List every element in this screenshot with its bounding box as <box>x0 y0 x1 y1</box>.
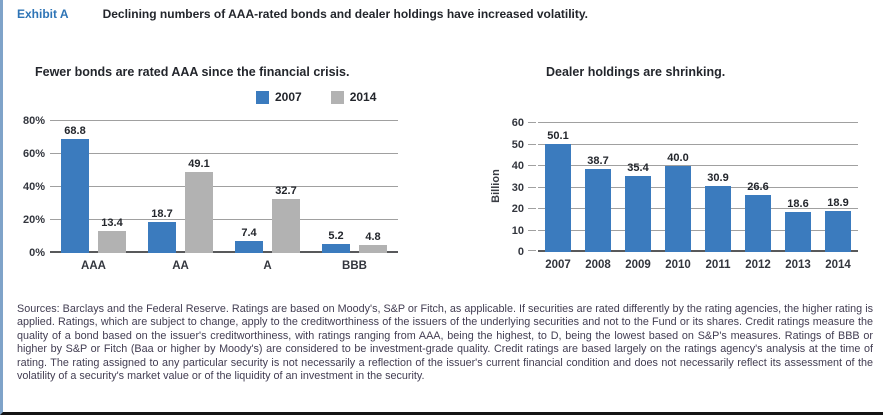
y-tick-label: 20 <box>511 203 524 215</box>
bar-Dealer holdings-2013: 18.6 <box>785 198 811 252</box>
bar-group-2014: 18.9 2014 <box>825 123 851 271</box>
bar-value-label: 26.6 <box>747 180 769 193</box>
gridline-60% <box>50 153 398 154</box>
gridline-50 <box>528 143 858 145</box>
category-label-2012: 2012 <box>745 259 771 271</box>
bar-value-label: 40.0 <box>667 152 689 164</box>
bar-value-label: 5.2 <box>328 230 344 243</box>
gridline-10 <box>528 229 858 231</box>
bar-2007-AA: 18.7 <box>148 208 176 253</box>
category-label-2013: 2013 <box>785 259 811 271</box>
gridline-80% <box>50 120 398 121</box>
exhibit-header: Exhibit A Declining numbers of AAA-rated … <box>17 7 588 21</box>
bar-value-label: 68.8 <box>64 125 86 138</box>
category-label-AAA: AAA <box>81 260 106 272</box>
y-tick-label: 40 <box>511 160 524 172</box>
ratings-chart-title: Fewer bonds are rated AAA since the fina… <box>35 65 350 79</box>
legend-swatch-2007 <box>256 90 269 104</box>
bar-value-label: 7.4 <box>241 226 257 239</box>
bar-Dealer holdings-2007: 50.1 <box>545 130 571 252</box>
bar-group-2012: 26.6 2012 <box>745 123 771 271</box>
bar-value-label: 18.7 <box>151 208 173 221</box>
bars-area: 68.8 13.4 AAA 18.7 49.1 AA 7.4 32.7 A 5.2 4.8 BBB <box>50 121 398 272</box>
y-tick-label: 40% <box>22 181 45 193</box>
bar-value-label: 18.6 <box>787 198 809 211</box>
y-tick-label: 0 <box>517 246 524 258</box>
holdings-bar-chart: 0 10 20 30 40 50 60 50.1 2007 38.7 2008 35.4 2009 40.… <box>512 117 858 271</box>
y-tick-label: 50 <box>511 138 524 151</box>
bar-group-2008: 38.7 2008 <box>585 123 611 271</box>
category-label-2014: 2014 <box>825 259 851 271</box>
bar-value-label: 4.8 <box>365 231 381 244</box>
gridline-20% <box>50 219 398 220</box>
bar-2007-A: 7.4 <box>235 227 263 253</box>
bar-value-label: 13.4 <box>101 216 123 229</box>
bar-value-label: 35.4 <box>627 161 649 174</box>
bar-value-label: 50.1 <box>547 130 569 143</box>
exhibit-title: Declining numbers of AAA-rated bonds and… <box>102 7 588 21</box>
y-tick-label: 30 <box>511 181 524 194</box>
legend-label-2014: 2014 <box>349 90 377 104</box>
bar-value-label: 30.9 <box>707 171 729 184</box>
bar-group-2007: 50.1 2007 <box>545 123 571 271</box>
bar-value-label: 32.7 <box>275 185 297 198</box>
bar-Dealer holdings-2010: 40.0 <box>665 152 691 252</box>
bar-group-2009: 35.4 2009 <box>625 123 651 271</box>
exhibit-label: Exhibit A <box>17 7 69 21</box>
ratings-bar-chart: 0% 20% 40% 60% 80% 68.8 13.4 AAA 18.7 49.1 AA 7.4 32… <box>23 115 398 272</box>
bar-group-2013: 18.6 2013 <box>785 123 811 271</box>
y-tick-label: 0% <box>29 247 45 259</box>
category-label-AA: AA <box>172 260 189 272</box>
holdings-chart-title: Dealer holdings are shrinking. <box>546 65 726 79</box>
bar-Dealer holdings-2008: 38.7 <box>585 155 611 252</box>
y-tick-label: 80% <box>22 115 45 127</box>
category-label-A: A <box>263 260 272 272</box>
bar-group-2010: 40.0 2010 <box>665 123 691 271</box>
legend-swatch-2014 <box>330 90 344 104</box>
bar-group-AA: 18.7 49.1 AA <box>148 121 213 272</box>
bar-group-A: 7.4 32.7 A <box>235 121 300 272</box>
gridline-30 <box>528 186 858 188</box>
category-label-BBB: BBB <box>342 260 367 272</box>
y-tick-label: 20% <box>22 214 45 226</box>
legend-item-2014: 2014 <box>330 90 377 104</box>
bar-Dealer holdings-2014: 18.9 <box>825 197 851 252</box>
y-tick-label: 60% <box>22 148 45 160</box>
legend-item-2007: 2007 <box>256 90 302 104</box>
bar-2014-BBB: 4.8 <box>359 231 387 253</box>
bar-value-label: 49.1 <box>188 158 210 170</box>
bar-group-AAA: 68.8 13.4 AAA <box>61 121 126 272</box>
bar-2007-AAA: 68.8 <box>61 125 89 253</box>
y-tick-label: 10 <box>511 224 524 237</box>
category-label-2009: 2009 <box>625 259 651 271</box>
gridline-60 <box>528 122 858 123</box>
category-label-2010: 2010 <box>665 259 691 271</box>
ratings-chart-legend: 2007 2014 <box>256 90 376 104</box>
bar-2014-AAA: 13.4 <box>98 217 126 253</box>
bar-group-2011: 30.9 2011 <box>705 123 731 271</box>
bar-2014-AA: 49.1 <box>185 158 213 253</box>
category-label-2007: 2007 <box>545 259 571 271</box>
category-label-2011: 2011 <box>705 259 731 271</box>
bar-value-label: 38.7 <box>587 154 609 167</box>
bar-Dealer holdings-2009: 35.4 <box>625 162 651 252</box>
bar-Dealer holdings-2012: 26.6 <box>745 181 771 252</box>
bar-2007-BBB: 5.2 <box>322 230 350 253</box>
gridline-20 <box>528 208 858 209</box>
gridline-40 <box>528 165 858 166</box>
bar-group-BBB: 5.2 4.8 BBB <box>322 121 387 272</box>
y-tick-label: 60 <box>511 117 524 129</box>
gridline-40% <box>50 186 398 187</box>
bar-value-label: 18.9 <box>827 197 849 210</box>
legend-label-2007: 2007 <box>275 90 302 104</box>
source-note: Sources: Barclays and the Federal Reserv… <box>17 303 873 383</box>
bar-2014-A: 32.7 <box>272 185 300 253</box>
gridline-0% <box>50 251 398 253</box>
holdings-y-axis-title: Billion <box>490 169 502 203</box>
bars-area: 50.1 2007 38.7 2008 35.4 2009 40.0 2010 30.9 2011… <box>538 123 858 271</box>
bar-Dealer holdings-2011: 30.9 <box>705 172 731 252</box>
category-label-2008: 2008 <box>585 259 611 271</box>
gridline-0 <box>528 250 858 252</box>
